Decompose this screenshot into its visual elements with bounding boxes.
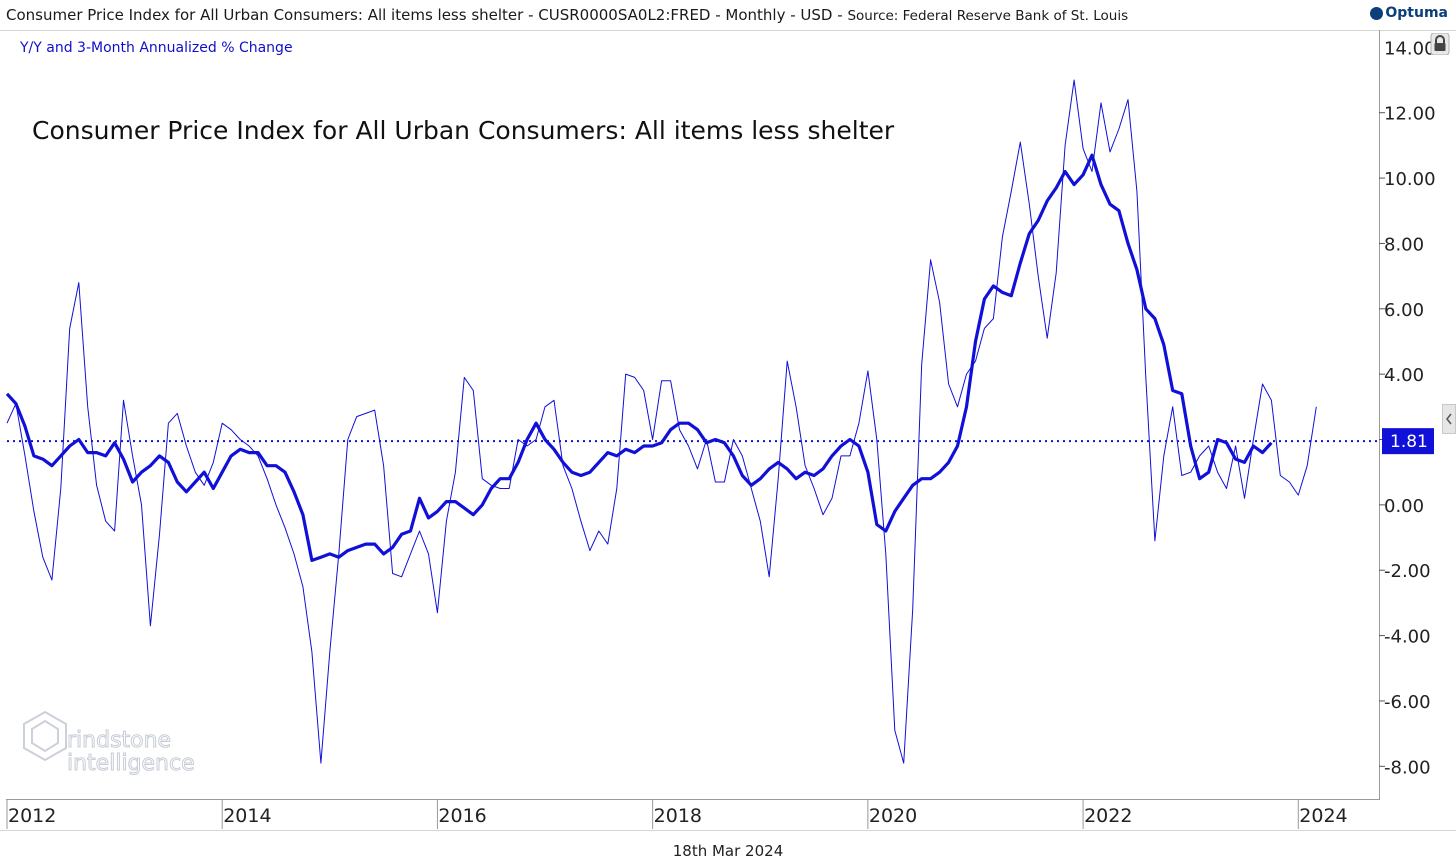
watermark-line2: intelligence — [67, 751, 195, 776]
series-thick-line — [5, 153, 1273, 563]
chart-subtitle: Y/Y and 3-Month Annualized % Change — [20, 40, 293, 56]
header-source: Source: Federal Reserve Bank of St. Loui… — [847, 8, 1129, 24]
y-tick-label: 0.00 — [1384, 496, 1424, 517]
y-tick-label: -2.00 — [1384, 561, 1431, 582]
last-value-badge — [1382, 428, 1434, 455]
optuma-logo-icon — [1370, 6, 1384, 20]
x-tick-label: 2014 — [223, 805, 271, 827]
header-series-title: Consumer Price Index for All Urban Consu… — [6, 6, 848, 24]
last-value-label: 1.81 — [1390, 432, 1428, 452]
y-tick-label: 10.00 — [1384, 169, 1436, 190]
x-tick-label: 2024 — [1299, 805, 1347, 827]
y-tick-label: -4.00 — [1384, 627, 1431, 648]
plot-area — [6, 30, 1380, 800]
axis-separator — [0, 830, 1456, 831]
header-title: Consumer Price Index for All Urban Consu… — [6, 6, 1128, 24]
brand-name: Optuma — [1385, 5, 1448, 21]
y-tick-label: 4.00 — [1384, 365, 1424, 386]
x-tick-label: 2020 — [869, 805, 917, 827]
lock-icon[interactable] — [1430, 33, 1450, 55]
chart-title: Consumer Price Index for All Urban Consu… — [32, 116, 895, 145]
x-tick-label: 2018 — [654, 805, 702, 827]
watermark-hexagon-inner — [31, 719, 59, 753]
watermark-line1: rindstone — [67, 728, 171, 753]
y-tick-label: 8.00 — [1384, 234, 1424, 255]
x-tick-label: 2022 — [1084, 805, 1132, 827]
grindstone-hexagon-logo-icon — [23, 710, 67, 762]
x-tick-label: 2016 — [438, 805, 486, 827]
y-tick-label: 12.00 — [1384, 104, 1436, 125]
y-tick-label-clipped: 14.00 — [1384, 38, 1436, 59]
date-label: 18th Mar 2024 — [672, 842, 784, 860]
watermark-hexagon-outer — [23, 710, 67, 762]
chart-header: Consumer Price Index for All Urban Consu… — [0, 0, 1456, 31]
y-tick-label: -6.00 — [1384, 692, 1431, 713]
y-tick-label: -8.00 — [1384, 757, 1431, 778]
series-thin-line — [6, 79, 1317, 764]
brand-logo: Optuma — [1370, 5, 1448, 21]
chevron-left-icon[interactable] — [1442, 404, 1456, 434]
y-tick-label: 6.00 — [1384, 300, 1424, 321]
x-tick-label: 2012 — [8, 805, 56, 827]
